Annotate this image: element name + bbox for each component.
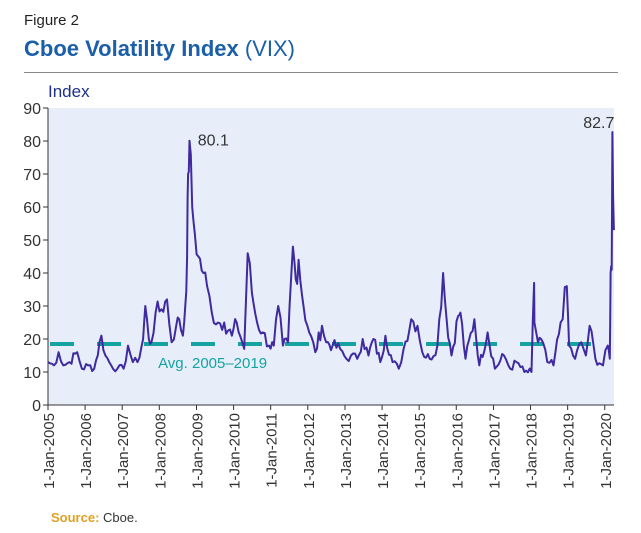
chart-title-suffix: (VIX) xyxy=(244,36,295,61)
x-tick-label: 1-Jan-2017 xyxy=(486,413,503,489)
y-tick-label: 80 xyxy=(23,134,41,151)
x-tick-label: 1-Jan-2018 xyxy=(524,413,541,489)
y-tick-label: 60 xyxy=(23,200,41,217)
x-axis: 1-Jan-2005 1-Jan-2006 1-Jan-2007 1-Jan-2008… xyxy=(41,404,615,489)
vix-series-line xyxy=(47,131,615,374)
x-tick-label: 1-Jan-2012 xyxy=(301,413,318,489)
average-label: Avg. 2005–2019 xyxy=(158,355,267,372)
figure-label: Figure 2 xyxy=(24,12,80,29)
x-tick-label: 1-Jan-2015 xyxy=(412,413,429,489)
chart-title-main: Cboe Volatility Index xyxy=(24,36,239,61)
source-text: Cboe. xyxy=(103,510,138,525)
peak-2008-label: 80.1 xyxy=(198,133,229,150)
x-tick-label: 1-Jan-2007 xyxy=(115,413,132,489)
y-tick-label: 50 xyxy=(23,233,41,250)
x-tick-label: 1-Jan-2006 xyxy=(78,413,95,489)
x-tick-label: 1-Jan-2005 xyxy=(41,413,58,489)
plot-area xyxy=(48,108,614,405)
x-tick-label: 1-Jan-2008 xyxy=(152,413,169,489)
x-tick-label: 1-Jan-2019 xyxy=(561,413,578,489)
y-axis: 0 10 20 30 40 50 60 70 80 90 xyxy=(23,101,49,415)
y-tick-label: 0 xyxy=(32,398,41,415)
x-tick-label: 1-Jan-2011 xyxy=(264,413,281,488)
y-tick-label: 70 xyxy=(23,167,41,184)
x-tick-label: 1-Jan-2010 xyxy=(227,413,244,489)
y-tick-label: 10 xyxy=(23,365,41,382)
x-tick-label: 1-Jan-2020 xyxy=(598,413,615,489)
source-label: Source: xyxy=(51,510,100,525)
y-tick-label: 20 xyxy=(23,332,41,349)
y-axis-label: Index xyxy=(48,82,90,101)
x-tick-label: 1-Jan-2009 xyxy=(189,413,206,489)
source-note: Source: Cboe. xyxy=(51,510,138,525)
chart-title: Cboe Volatility Index (VIX) xyxy=(24,36,295,62)
peak-2020-label: 82.7 xyxy=(583,115,614,132)
x-tick-label: 1-Jan-2016 xyxy=(449,413,466,489)
y-tick-label: 90 xyxy=(23,101,41,118)
x-tick-label: 1-Jan-2013 xyxy=(338,413,355,489)
y-tick-label: 40 xyxy=(23,266,41,283)
x-tick-label: 1-Jan-2014 xyxy=(375,413,392,489)
y-tick-label: 30 xyxy=(23,299,41,316)
title-rule xyxy=(24,72,618,73)
